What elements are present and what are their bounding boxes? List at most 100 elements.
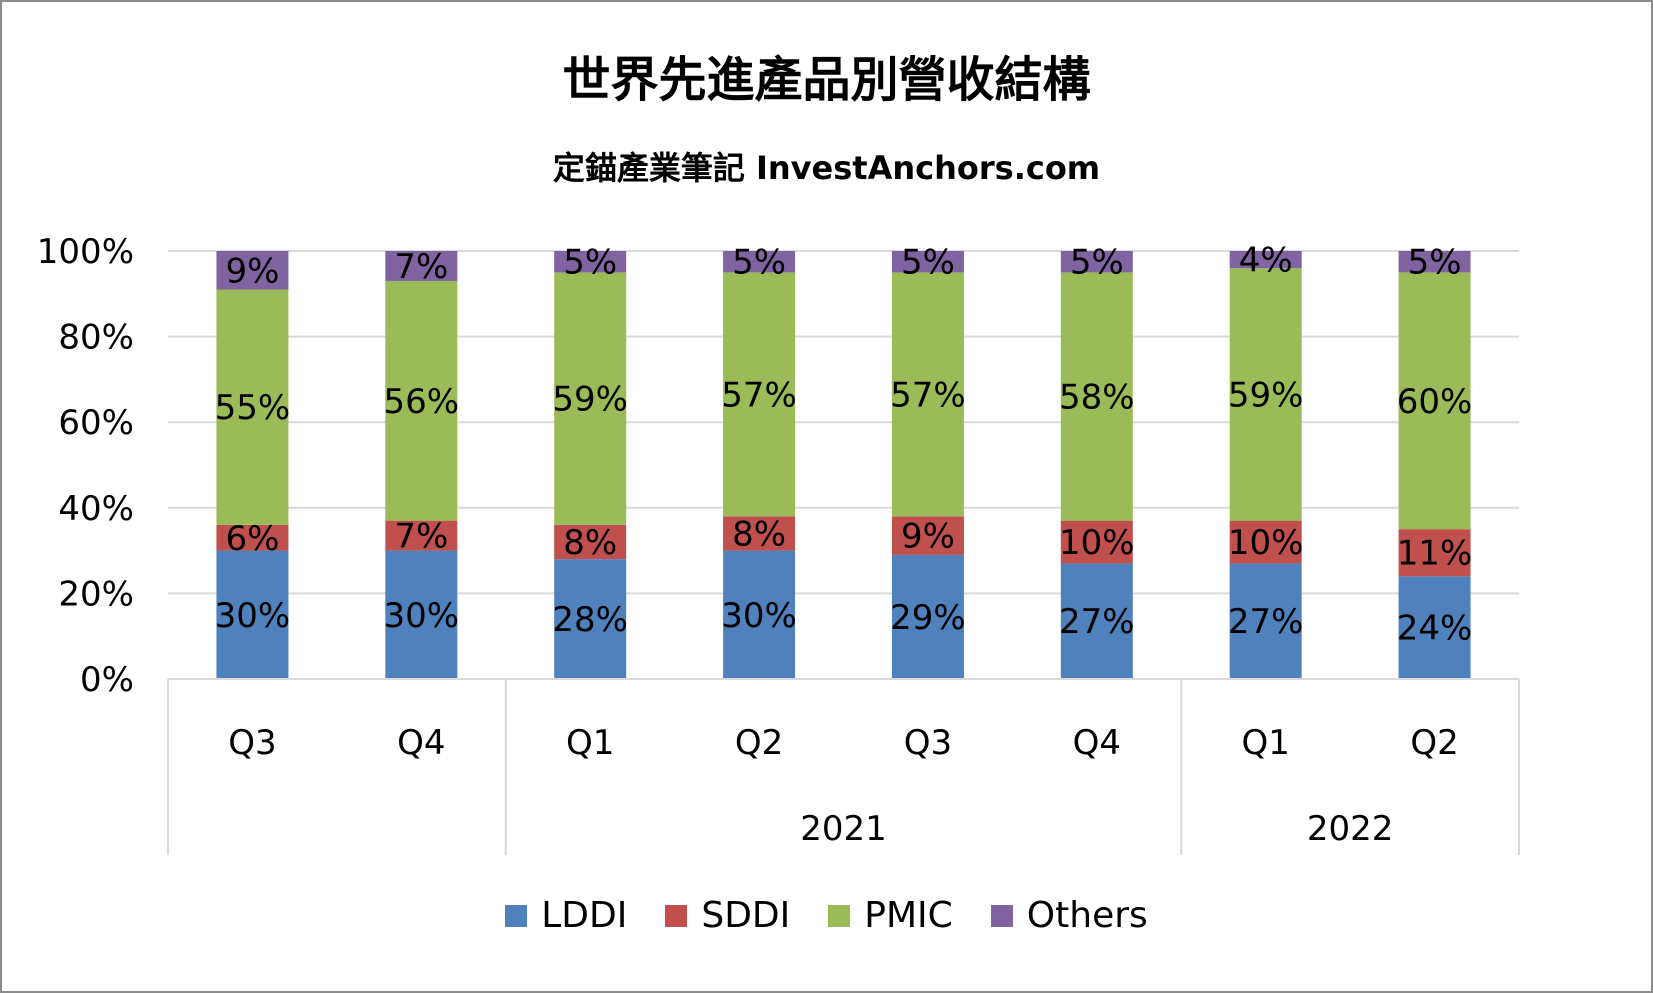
data-label: 27%: [1059, 602, 1135, 642]
data-label: 30%: [215, 596, 291, 636]
data-label: 57%: [890, 375, 966, 415]
bar-segment: [1398, 251, 1471, 273]
y-tick-label: 0%: [80, 660, 134, 700]
y-tick-label: 20%: [58, 574, 134, 614]
data-label: 30%: [384, 596, 460, 636]
data-labels: 30% 6% 55% 9% 30% 7% 56% 7% 28% 8% 59% 5% 30% 8% 57% 5%…: [215, 241, 1473, 649]
bar-segment: [891, 272, 964, 517]
bar-segment: [554, 559, 627, 679]
legend-label: Others: [1026, 895, 1148, 936]
bar-segment: [723, 272, 796, 517]
bar-segment: [216, 524, 289, 551]
x-tick-label: Q4: [397, 723, 445, 763]
legend-item: SDDI: [665, 895, 790, 936]
bar-segment: [554, 272, 627, 525]
data-label: 5%: [563, 243, 617, 283]
bar-segment: [1398, 272, 1471, 530]
data-label: 55%: [215, 388, 291, 428]
legend-label: SDDI: [701, 895, 791, 936]
bar-segment: [1229, 251, 1302, 269]
data-label: 57%: [721, 375, 797, 415]
data-label: 8%: [563, 523, 617, 563]
bar-segment: [1229, 268, 1302, 521]
data-label: 5%: [901, 243, 955, 283]
gridlines: [168, 250, 1519, 595]
bar-segment: [723, 550, 796, 679]
bar-segment: [216, 289, 289, 525]
bar-segment: [554, 524, 627, 560]
data-label: 58%: [1059, 378, 1135, 418]
legend-swatch: [665, 904, 688, 927]
x-tick-label: Q2: [1410, 723, 1458, 763]
data-label: 59%: [552, 380, 628, 420]
bar-segment: [723, 516, 796, 551]
data-label: 24%: [1397, 609, 1473, 649]
bar-segment: [1398, 576, 1471, 679]
data-label: 10%: [1228, 523, 1304, 563]
bar-segment: [723, 251, 796, 273]
y-tick-label: 40%: [58, 489, 134, 529]
data-label: 30%: [721, 596, 797, 636]
bar-segment: [385, 280, 458, 521]
data-label: 59%: [1228, 375, 1304, 415]
x-tick-label: Q1: [1241, 723, 1289, 763]
bar-segment: [1229, 563, 1302, 679]
data-label: 5%: [732, 243, 786, 283]
bars: [216, 251, 1471, 679]
data-label: 4%: [1239, 241, 1293, 281]
axes: 0% 20% 40% 60% 80% 100% Q3 Q4 Q1 Q2 Q3 Q4 Q1 Q2 2021 20…: [37, 232, 1520, 855]
legend-item: PMIC: [828, 895, 953, 936]
x-tick-label: Q4: [1073, 723, 1121, 763]
data-label: 29%: [890, 598, 966, 638]
data-label: 60%: [1397, 382, 1473, 422]
data-label: 9%: [901, 517, 955, 557]
x-tick-label: Q3: [904, 723, 952, 763]
bar-segment: [1060, 272, 1133, 521]
chart-subtitle: 定錨產業筆記 InvestAnchors.com: [552, 149, 1101, 187]
bar-segment: [554, 251, 627, 273]
y-tick-label: 80%: [58, 318, 134, 358]
legend-item: LDDI: [505, 895, 627, 936]
bar-segment: [1229, 520, 1302, 564]
bar-segment: [1060, 563, 1133, 679]
data-label: 7%: [394, 247, 448, 287]
legend-label: LDDI: [541, 895, 628, 936]
legend-label: PMIC: [864, 895, 953, 936]
bar-segment: [1060, 520, 1133, 564]
legend-item: Others: [990, 895, 1148, 936]
group-label: 2022: [1307, 809, 1394, 849]
x-tick-label: Q1: [566, 723, 614, 763]
bar-segment: [385, 251, 458, 281]
bar-segment: [385, 520, 458, 551]
data-label: 11%: [1397, 534, 1473, 574]
data-label: 27%: [1228, 602, 1304, 642]
legend-swatch: [505, 904, 528, 927]
data-label: 5%: [1408, 243, 1462, 283]
bar-segment: [216, 251, 289, 290]
legend-swatch: [990, 904, 1013, 927]
bar-segment: [891, 251, 964, 273]
bar-segment: [1060, 251, 1133, 273]
data-label: 7%: [394, 517, 448, 557]
legend-swatch: [828, 904, 851, 927]
group-label: 2021: [800, 809, 887, 849]
data-label: 6%: [225, 519, 279, 559]
chart-title: 世界先進產品別營收結構: [562, 52, 1091, 108]
data-label: 10%: [1059, 523, 1135, 563]
bar-segment: [216, 550, 289, 679]
bar-segment: [891, 516, 964, 555]
data-label: 56%: [384, 382, 460, 422]
bar-segment: [385, 550, 458, 679]
data-label: 9%: [225, 251, 279, 291]
data-label: 5%: [1070, 243, 1124, 283]
bar-segment: [891, 554, 964, 679]
y-tick-label: 60%: [58, 403, 134, 443]
legend: LDDI SDDI PMIC Others: [0, 895, 1653, 936]
y-tick-label: 100%: [37, 232, 134, 272]
bar-segment: [1398, 529, 1471, 577]
x-tick-label: Q3: [228, 723, 276, 763]
data-label: 8%: [732, 514, 786, 554]
x-tick-label: Q2: [735, 723, 783, 763]
data-label: 28%: [552, 600, 628, 640]
